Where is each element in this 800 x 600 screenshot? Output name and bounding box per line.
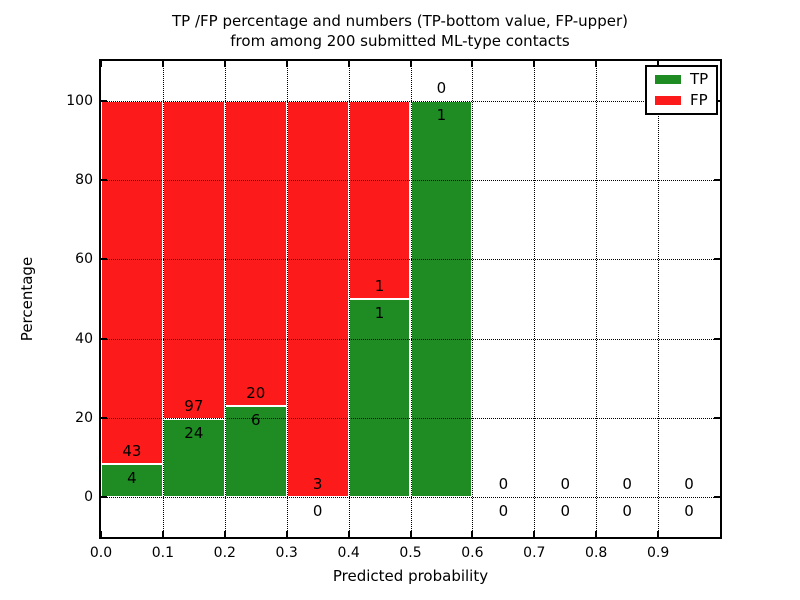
x-axis-tick-top [471, 61, 474, 67]
y-axis-tick-right [714, 179, 720, 181]
y-axis-label: Percentage [18, 256, 36, 342]
x-axis-tick [347, 531, 350, 537]
x-axis-tick [409, 531, 412, 537]
fp-count-label: 0 [684, 475, 694, 494]
y-tick-label: 100 [66, 92, 93, 109]
tp-legend-swatch [655, 75, 681, 84]
y-tick-label: 60 [75, 251, 93, 268]
y-axis-tick [101, 417, 107, 419]
bar-tp-segment [101, 463, 163, 498]
v-gridline [162, 61, 164, 537]
plot-area: 0.0 0.1 0.2 0.3 0.4 0.5 0.6 0.7 0.8 0.9 0 20 40 60 80 1… [66, 59, 722, 561]
v-gridline [410, 61, 412, 537]
tp-legend-label: TP [690, 70, 709, 88]
x-axis-tick [285, 531, 288, 537]
bar-fp-segment [348, 100, 411, 299]
tp-count-label: 1 [374, 304, 385, 322]
tp-count-label: 6 [250, 410, 261, 429]
chart-title-line2: from among 200 submitted ML-type contact… [230, 32, 570, 50]
tp-count-label: 1 [436, 105, 447, 124]
x-tick-label: 0.3 [275, 545, 298, 561]
y-axis-tick-right [714, 496, 720, 499]
v-gridline [658, 61, 660, 537]
v-gridline [472, 61, 474, 537]
fp-count-label: 0 [498, 475, 509, 494]
bar-tp-segment [224, 405, 287, 498]
x-tick-label: 0.9 [646, 545, 670, 561]
x-tick-label: 0.2 [213, 545, 236, 561]
x-axis-tick-top [657, 61, 660, 67]
y-tick-label: 20 [75, 410, 93, 426]
fp-count-label: 1 [374, 277, 385, 295]
legend-item-fp: FP [655, 93, 708, 108]
x-axis-tick [471, 531, 474, 537]
x-tick-label: 0.1 [151, 545, 175, 561]
y-tick-label: 40 [75, 330, 93, 347]
y-axis-tick [101, 258, 107, 261]
legend-item-tp: TP [655, 72, 708, 87]
v-gridline [534, 61, 536, 537]
v-gridline [224, 61, 226, 537]
tp-count-label: 0 [622, 502, 632, 521]
fp-count-label: 0 [560, 475, 571, 494]
x-tick-label: 0.0 [89, 545, 113, 561]
y-axis-tick-right [714, 417, 720, 419]
x-axis-tick [533, 531, 536, 537]
tp-count-label: 0 [684, 502, 694, 521]
x-axis-label: Predicted probability [332, 567, 489, 585]
bar-fp-segment [224, 100, 287, 406]
fp-count-label: 20 [246, 383, 266, 402]
fp-legend-label: FP [690, 91, 708, 109]
x-tick-label: 0.8 [585, 545, 608, 561]
fp-count-label: 43 [122, 441, 142, 460]
y-tick-label: 80 [75, 172, 93, 188]
x-axis-tick [595, 531, 598, 537]
tp-count-label: 0 [560, 502, 571, 521]
x-tick-label: 0.6 [461, 545, 484, 561]
fp-count-label: 0 [436, 78, 447, 97]
v-gridline [348, 61, 350, 537]
fp-count-label: 0 [622, 475, 632, 494]
y-axis-tick-right [714, 258, 720, 261]
bar-tp-segment [348, 299, 411, 498]
x-axis-tick-top [409, 61, 412, 67]
fp-legend-swatch [655, 96, 681, 105]
bar-tp-segment [410, 100, 473, 498]
x-axis-tick-top [223, 61, 226, 67]
v-gridline [286, 61, 288, 537]
bar-fp-segment [101, 100, 163, 464]
fp-count-label: 97 [184, 396, 204, 415]
x-axis-tick [223, 531, 226, 537]
bar-tp-segment [162, 418, 225, 498]
tp-count-label: 24 [184, 423, 204, 442]
x-axis-tick-top [161, 61, 164, 67]
tp-count-label: 0 [498, 502, 509, 521]
x-tick-label: 0.7 [523, 545, 546, 561]
x-axis-tick-top [595, 61, 598, 67]
x-axis-tick [657, 531, 660, 537]
tp-count-label: 0 [312, 502, 323, 521]
y-axis-tick [101, 337, 107, 340]
x-tick-label: 0.5 [399, 545, 422, 561]
chart-title-line1: TP /FP percentage and numbers (TP-bottom… [172, 12, 628, 30]
x-axis-tick-top [100, 61, 102, 67]
x-axis-tick [100, 531, 102, 537]
bar-fp-segment [286, 100, 349, 498]
v-gridline [596, 61, 598, 537]
x-tick-label: 0.4 [337, 545, 360, 561]
y-axis-tick [101, 179, 107, 181]
x-axis-tick-top [285, 61, 288, 67]
x-axis-tick-top [533, 61, 536, 67]
x-axis-tick-top [347, 61, 350, 67]
y-axis-tick [101, 496, 107, 499]
legend: TP FP [645, 65, 719, 115]
chart-title: TP /FP percentage and numbers (TP-bottom… [0, 11, 800, 51]
y-axis-tick-right [714, 337, 720, 340]
y-tick-label: 0 [84, 489, 93, 506]
tp-count-label: 4 [127, 468, 137, 487]
x-axis-tick [161, 531, 164, 537]
fp-count-label: 3 [312, 475, 323, 494]
y-axis-tick [101, 99, 107, 102]
